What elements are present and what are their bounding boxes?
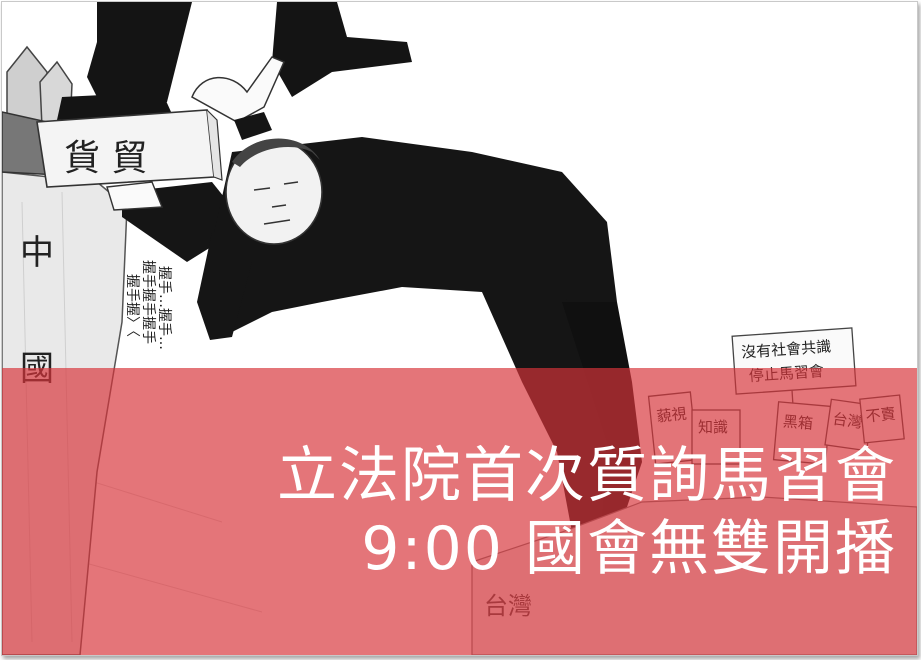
- trade-box: [36, 109, 223, 188]
- handshake-line-3: 握手握〉〈: [124, 274, 140, 337]
- headline-line-1: 立法院首次質詢馬習會: [277, 441, 897, 511]
- boot-right: [272, 2, 412, 97]
- handshake-text: 握手…握手… 握手握手握手 握手握〉〈: [124, 260, 172, 350]
- box-label: 貨 貿: [64, 138, 147, 179]
- figure-label-1: 中: [20, 233, 54, 273]
- headline-banner: [2, 368, 917, 655]
- headline-line-2: 9:00 國會無雙開播: [361, 514, 897, 585]
- handshake-line-1: 握手…握手…: [156, 266, 172, 350]
- handshake-line-2: 握手握手握手: [140, 260, 156, 344]
- raised-hand: [191, 56, 285, 123]
- headline: 立法院首次質詢馬習會 9:00 國會無雙開播: [277, 440, 897, 586]
- boot-left: [57, 2, 192, 120]
